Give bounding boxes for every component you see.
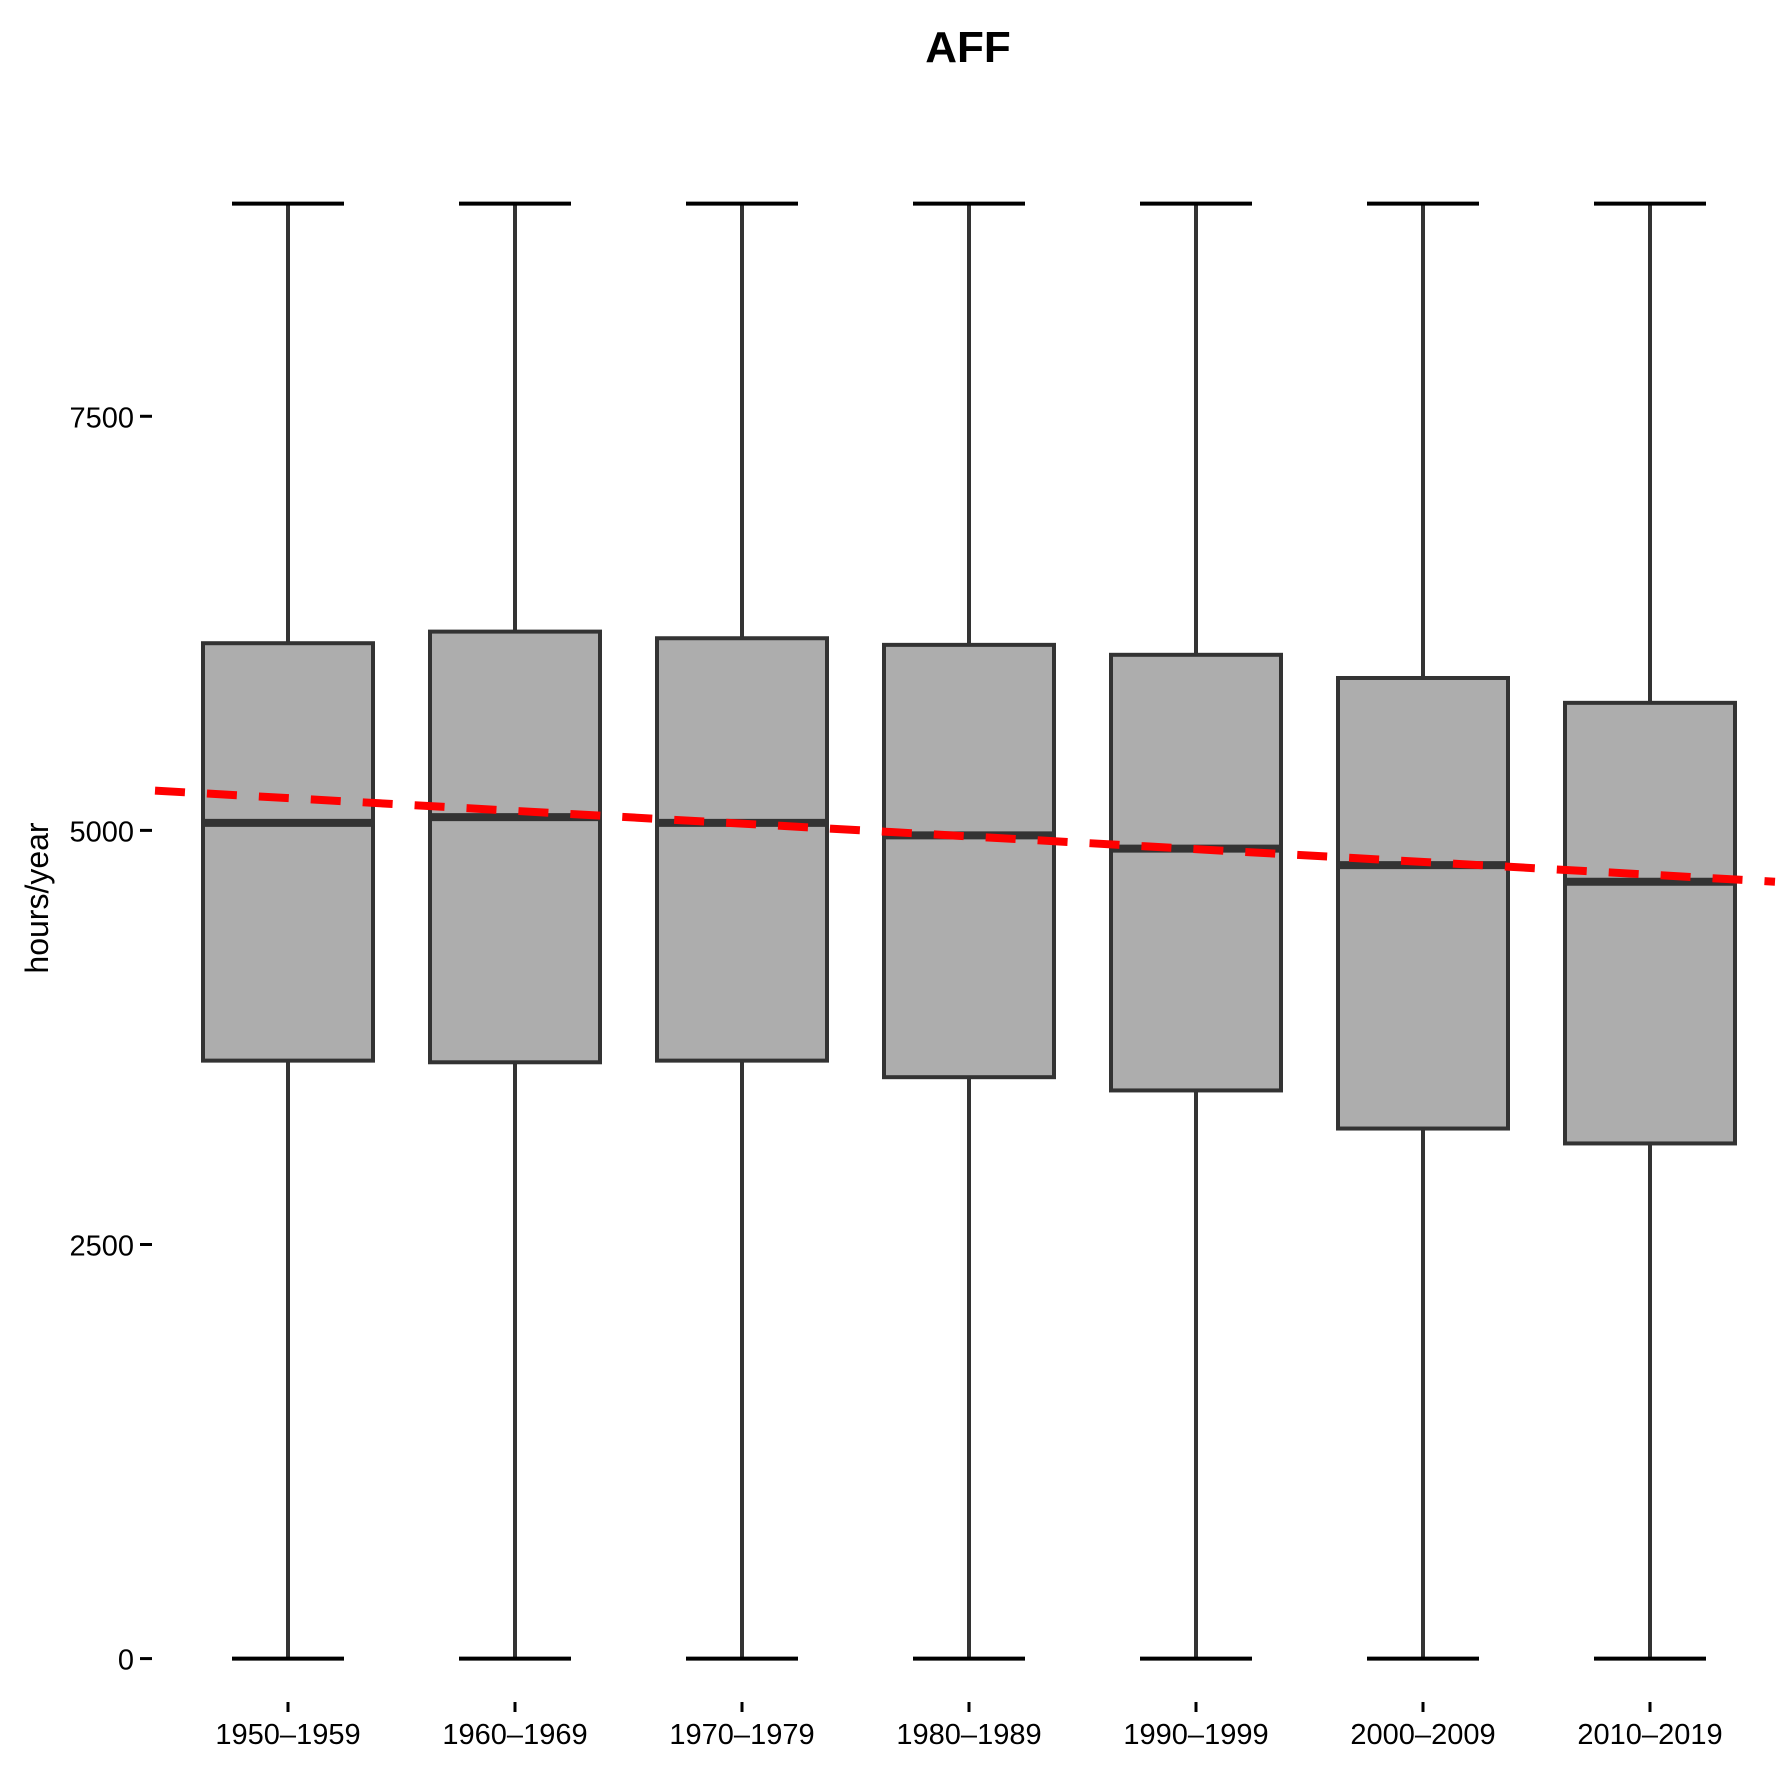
box-body-5	[1336, 675, 1510, 1131]
trend-line-group	[154, 786, 1776, 886]
box-series	[201, 201, 1737, 1661]
y-tick-label-1: 2500	[69, 1230, 134, 1262]
box-1	[428, 201, 602, 1661]
y-axis-label: hours/year	[19, 822, 55, 974]
box-0	[201, 201, 375, 1661]
x-tick-label-3: 1980–1989	[896, 1719, 1041, 1751]
x-tick-label-4: 1990–1999	[1123, 1719, 1268, 1751]
y-tick-label-2: 5000	[69, 816, 134, 848]
y-axis: 0 2500 5000 7500	[69, 402, 152, 1677]
trend-line	[154, 786, 1776, 886]
box-body-1	[428, 629, 602, 1065]
y-tick-label-3: 7500	[69, 402, 134, 434]
box-5	[1336, 201, 1510, 1661]
box-4	[1109, 201, 1283, 1661]
x-tick-label-1: 1960–1969	[442, 1719, 587, 1751]
x-tick-label-6: 2010–2019	[1577, 1719, 1722, 1751]
x-tick-label-2: 1970–1979	[669, 1719, 814, 1751]
chart-title: AFF	[925, 23, 1011, 72]
box-body-2	[655, 636, 829, 1063]
x-axis: 1950–1959 1960–1969 1970–1979 1980–1989 1990…	[215, 1702, 1723, 1751]
box-6	[1563, 201, 1737, 1661]
y-tick-label-0: 0	[118, 1645, 134, 1677]
box-2	[655, 201, 829, 1661]
box-body-0	[201, 641, 375, 1063]
x-tick-label-0: 1950–1959	[215, 1719, 360, 1751]
x-tick-label-5: 2000–2009	[1350, 1719, 1495, 1751]
box-body-4	[1109, 652, 1283, 1093]
box-body-6	[1563, 700, 1737, 1146]
box-3	[882, 201, 1056, 1661]
box-body-3	[882, 642, 1056, 1080]
